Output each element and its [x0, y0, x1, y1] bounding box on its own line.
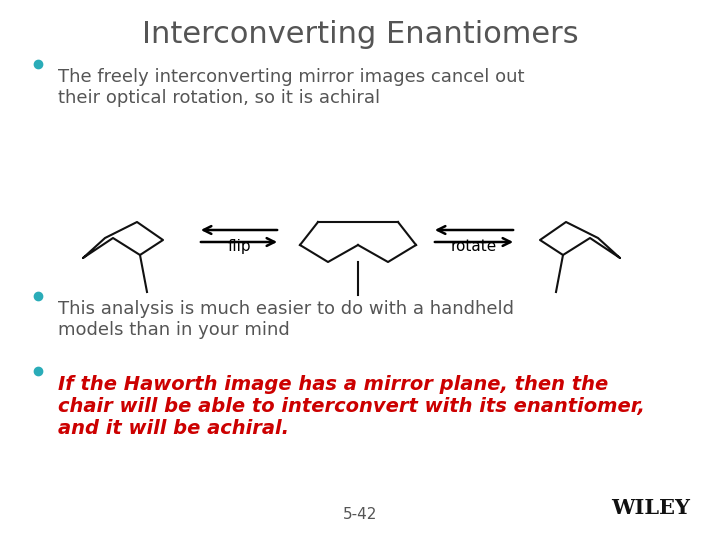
- Text: If the Haworth image has a mirror plane, then the
chair will be able to intercon: If the Haworth image has a mirror plane,…: [58, 375, 645, 438]
- Text: Interconverting Enantiomers: Interconverting Enantiomers: [142, 20, 578, 49]
- Text: rotate: rotate: [451, 239, 497, 254]
- Text: This analysis is much easier to do with a handheld
models than in your mind: This analysis is much easier to do with …: [58, 300, 514, 339]
- Text: flip: flip: [228, 239, 251, 254]
- Text: WILEY: WILEY: [611, 498, 690, 518]
- Text: The freely interconverting mirror images cancel out
their optical rotation, so i: The freely interconverting mirror images…: [58, 68, 524, 107]
- Text: 5-42: 5-42: [343, 507, 377, 522]
